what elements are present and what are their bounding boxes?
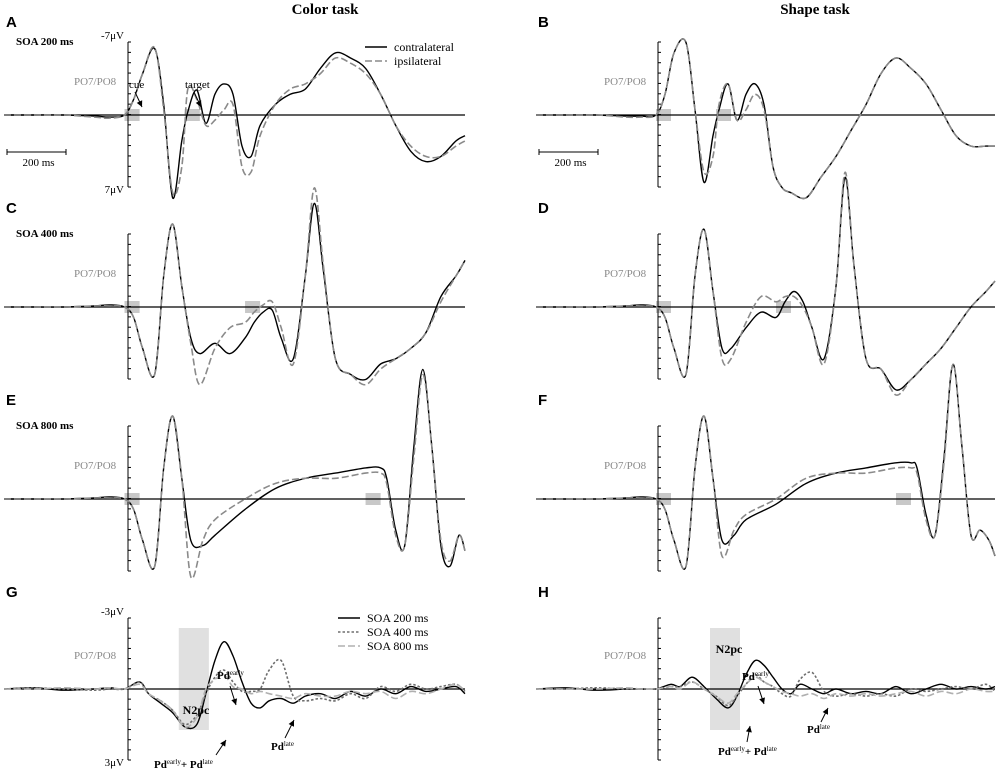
series-line-contralateral — [535, 38, 995, 200]
n2pc-label: N2pc — [183, 703, 210, 717]
electrode-label: PO7/PO8 — [604, 76, 647, 88]
scale-bar-label: 200 ms — [22, 157, 54, 169]
panel-a: A SOA 200 ms PO7/PO8 -7μV 7μV 200 ms contralat… — [3, 14, 466, 199]
panel-letter-e: E — [6, 392, 16, 409]
pd-early-label: Pdearly — [217, 669, 244, 682]
series-line-ipsilateral — [3, 45, 466, 196]
n2pc-window-shade — [710, 628, 740, 730]
series-line-ipsilateral — [536, 363, 996, 570]
series-line-ipsilateral — [4, 373, 466, 580]
legend-label: SOA 800 ms — [367, 639, 429, 653]
series-line-soa-400-ms — [3, 658, 466, 726]
series-line-contralateral — [3, 47, 466, 199]
pd-late-label: Pdlate — [807, 723, 830, 736]
panel-letter-c: C — [6, 200, 17, 217]
series-line-contralateral — [535, 176, 996, 391]
pd-early-arrow-head — [231, 698, 238, 705]
target-arrow-head — [195, 100, 202, 107]
y-bottom-label: 3μV — [105, 757, 124, 769]
n2pc-window-shade — [178, 628, 209, 730]
time-scale-bar: 200 ms — [538, 149, 599, 169]
panels-group: A SOA 200 ms PO7/PO8 -7μV 7μV 200 ms contralat… — [3, 14, 996, 771]
soa-label: SOA 200 ms — [16, 36, 74, 48]
series-line-soa-800-ms — [536, 676, 996, 704]
pd-early-late-arrow-head — [220, 740, 226, 747]
panel-d: D PO7/PO8 — [535, 171, 996, 396]
panel-letter-g: G — [6, 584, 18, 601]
legend-label: SOA 400 ms — [367, 625, 429, 639]
panel-letter-f: F — [538, 392, 547, 409]
pd-early-label: Pdearly — [742, 670, 769, 683]
panel-c: C SOA 400 ms PO7/PO8 — [3, 187, 466, 386]
cue-label: cue — [129, 79, 144, 91]
pd-early-late-label: Pdearly+ Pdlate — [718, 745, 777, 758]
pd-late-label: Pdlate — [271, 740, 294, 753]
soa-label: SOA 400 ms — [16, 228, 74, 240]
legend-label: SOA 200 ms — [367, 611, 429, 625]
panel-letter-d: D — [538, 200, 549, 217]
y-bottom-label: 7μV — [105, 184, 124, 196]
electrode-label: PO7/PO8 — [74, 268, 117, 280]
soa-label: SOA 800 ms — [16, 420, 74, 432]
time-scale-bar: 200 ms — [6, 149, 67, 169]
legend-label: ipsilateral — [394, 54, 442, 68]
series-line-soa-800-ms — [3, 673, 466, 728]
target-label: target — [185, 79, 210, 91]
electrode-label: PO7/PO8 — [74, 76, 117, 88]
panel-letter-a: A — [6, 14, 17, 31]
series-line-ipsilateral — [3, 187, 466, 386]
panel-letter-b: B — [538, 14, 549, 31]
series-line-soa-400-ms — [535, 671, 996, 707]
panel-b: B PO7/PO8 200 ms — [535, 14, 995, 200]
electrode-label: PO7/PO8 — [604, 650, 647, 662]
legend-label: contralateral — [394, 40, 455, 54]
series-line-ipsilateral — [535, 171, 996, 396]
pd-early-arrow-head — [759, 697, 765, 704]
n2pc-label: N2pc — [716, 642, 743, 656]
panel-letter-h: H — [538, 584, 549, 601]
panel-f: F PO7/PO8 — [536, 363, 996, 572]
electrode-label: PO7/PO8 — [74, 460, 117, 472]
electrode-label: PO7/PO8 — [74, 650, 117, 662]
pd-late-arrow-head — [288, 720, 294, 727]
pd-early-late-label: Pdearly+ Pdlate — [154, 758, 213, 771]
cue-arrow-head — [136, 100, 143, 107]
series-line-soa-200-ms — [3, 641, 466, 730]
panel-h: H PO7/PO8 N2pc Pdearly Pdlate Pdearly+ Pdlate — [535, 584, 996, 761]
y-top-label: -3μV — [101, 606, 124, 618]
column-title-color: Color task — [292, 2, 359, 18]
column-title-shape: Shape task — [780, 2, 850, 18]
pd-early-late-arrow-head — [745, 726, 752, 733]
series-line-soa-200-ms — [535, 659, 996, 709]
pd-late-arrow-head — [822, 708, 828, 715]
series-line-ipsilateral — [535, 38, 995, 200]
scale-bar-label: 200 ms — [554, 157, 586, 169]
electrode-label: PO7/PO8 — [604, 460, 647, 472]
y-top-label: -7μV — [101, 30, 124, 42]
electrode-label: PO7/PO8 — [604, 268, 647, 280]
